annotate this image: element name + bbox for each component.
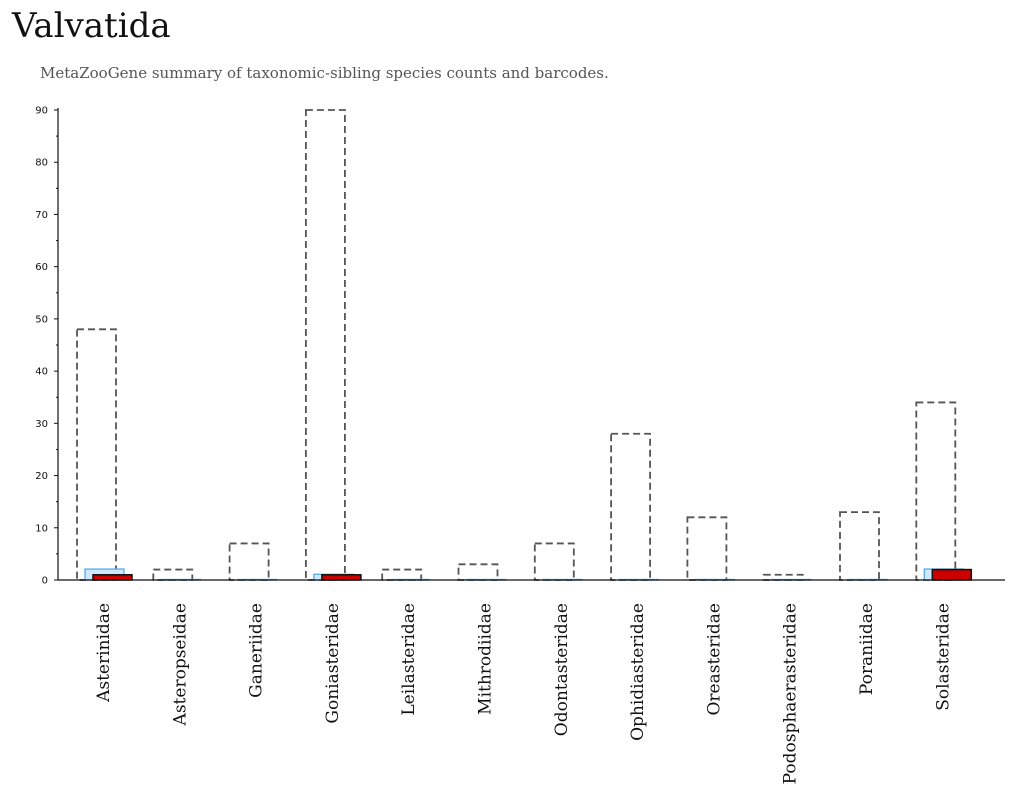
x-tick-label: Ophidiasteridae	[628, 603, 648, 741]
x-tick-label: Ganeriidae	[247, 603, 267, 698]
category-group	[610, 432, 659, 581]
bar-red	[321, 574, 362, 581]
y-tick-label: 60	[35, 262, 48, 273]
bar-total-species	[381, 568, 423, 581]
y-tick-label: 30	[35, 419, 48, 430]
y-tick-label: 70	[35, 210, 48, 221]
x-tick-label: Poraniidae	[857, 603, 877, 695]
bar-total-species	[839, 511, 880, 581]
category-group	[839, 511, 888, 581]
category-group	[915, 401, 973, 581]
x-tick-label: Podosphaerasteridae	[781, 603, 801, 784]
y-tick-label: 20	[35, 471, 48, 482]
bar-total-species	[610, 432, 651, 581]
category-group	[76, 328, 133, 581]
y-tick-label: 80	[35, 158, 48, 169]
bar-total-species	[915, 401, 957, 581]
bar-total-species	[304, 109, 346, 581]
y-tick-label: 50	[35, 314, 48, 325]
bars-layer	[76, 109, 973, 581]
bar-total-species	[76, 328, 117, 581]
y-tick-label: 0	[42, 576, 48, 587]
bar-red	[92, 574, 133, 581]
x-tick-label: Odontasteridae	[552, 603, 572, 736]
x-tick-label: Asteropseidae	[170, 603, 190, 726]
bar-total-species	[457, 563, 499, 581]
x-axis: Asterinidae Asteropseidae Ganeriidae Gonias…	[58, 579, 1005, 784]
x-tick-label: Oreasteridae	[704, 603, 724, 716]
bar-total-species	[152, 568, 194, 581]
category-group	[304, 109, 362, 581]
page-title: Valvatida	[12, 6, 171, 46]
bar-total-species	[533, 542, 575, 581]
x-tick-label: Goniasteridae	[323, 603, 343, 724]
x-tick-label: Solasteridae	[933, 603, 953, 711]
page-subtitle: MetaZooGene summary of taxonomic-sibling…	[40, 64, 609, 82]
bar-total-species	[686, 516, 728, 581]
bar-total-species	[228, 542, 270, 581]
bar-red	[931, 568, 973, 581]
category-group	[152, 568, 201, 581]
category-group	[381, 568, 430, 581]
y-tick-label: 40	[35, 367, 48, 378]
y-axis: 0 10 20 30 40 50 60 70 80 90	[35, 106, 59, 587]
y-tick-label: 90	[35, 106, 48, 117]
y-tick-label: 10	[35, 523, 48, 534]
category-group	[686, 516, 736, 581]
x-tick-label: Asterinidae	[94, 603, 114, 703]
category-group	[762, 573, 812, 581]
category-group	[228, 542, 278, 581]
x-tick-label: Leilasteridae	[399, 603, 419, 716]
x-tick-label: Mithrodiidae	[476, 603, 496, 715]
category-group	[457, 563, 507, 581]
category-group	[533, 542, 583, 581]
